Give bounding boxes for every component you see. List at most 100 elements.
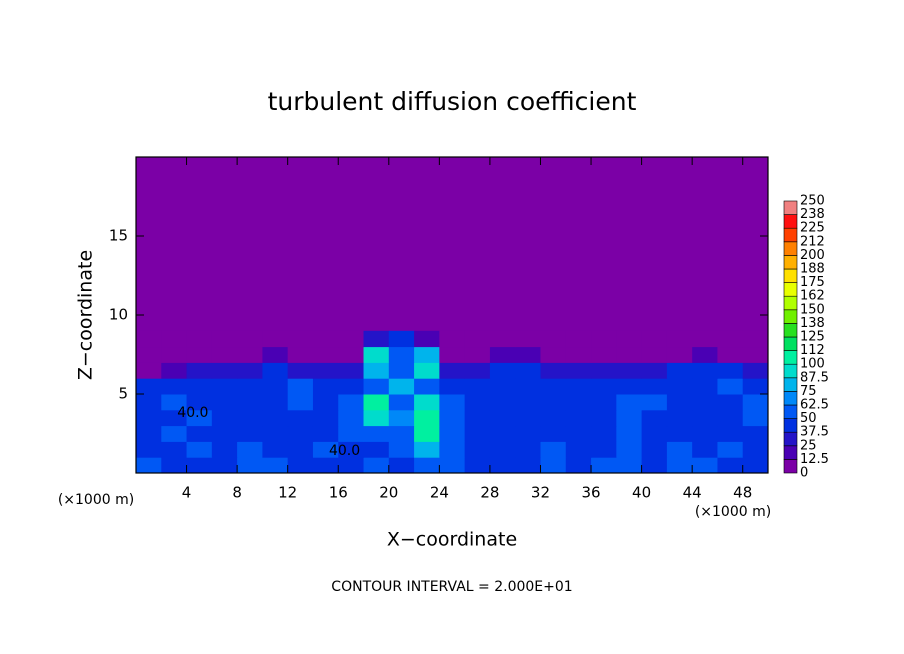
heat-cell bbox=[363, 409, 390, 427]
heat-cell bbox=[464, 394, 491, 411]
heat-cell bbox=[237, 457, 263, 474]
heat-cell bbox=[565, 457, 592, 474]
y-tick-label: 10 bbox=[109, 306, 128, 324]
colorbar-label: 238 bbox=[800, 207, 825, 222]
colorbar-label: 112 bbox=[800, 343, 825, 358]
heat-cell bbox=[717, 409, 744, 427]
heat-cell bbox=[211, 330, 238, 348]
heat-cell bbox=[287, 394, 314, 411]
heat-cell bbox=[616, 409, 643, 427]
heat-cell bbox=[692, 330, 718, 348]
heat-cell bbox=[515, 346, 541, 363]
heat-cell bbox=[186, 425, 213, 442]
x-tick-label: 24 bbox=[430, 484, 449, 502]
colorbar-swatch bbox=[783, 459, 798, 474]
heat-cell bbox=[515, 394, 541, 411]
heat-cell bbox=[338, 362, 365, 379]
colorbar-label: 62.5 bbox=[800, 398, 829, 413]
heat-cell bbox=[161, 425, 188, 442]
colorbar-label: 212 bbox=[800, 234, 825, 249]
colorbar-swatch bbox=[783, 255, 798, 270]
heat-cell bbox=[287, 330, 314, 348]
heat-cell bbox=[363, 362, 390, 379]
colorbar: 012.52537.55062.57587.510011212513815016… bbox=[783, 194, 829, 481]
heat-cell bbox=[161, 362, 188, 379]
heat-cell bbox=[211, 362, 238, 379]
heat-cell bbox=[211, 394, 238, 411]
heat-cell bbox=[540, 362, 567, 379]
heat-cell bbox=[717, 378, 744, 395]
colorbar-swatch bbox=[783, 445, 798, 460]
x-tick-label: 36 bbox=[581, 484, 600, 502]
heat-cell bbox=[666, 409, 693, 427]
x-tick-label: 20 bbox=[379, 484, 398, 502]
heat-cell bbox=[616, 378, 643, 395]
heat-cell bbox=[489, 457, 516, 474]
colorbar-swatch bbox=[783, 363, 798, 379]
heat-cell bbox=[312, 425, 339, 442]
heat-cell bbox=[363, 441, 390, 458]
heat-cell bbox=[262, 425, 289, 442]
heat-cell bbox=[161, 330, 188, 348]
heat-cell bbox=[540, 425, 567, 442]
heat-cell bbox=[591, 394, 617, 411]
heat-cell bbox=[287, 362, 314, 379]
colorbar-label: 138 bbox=[800, 316, 825, 331]
heat-cell bbox=[742, 441, 769, 458]
heat-cell bbox=[641, 330, 668, 348]
heat-cell bbox=[211, 409, 238, 427]
heat-cell bbox=[136, 330, 162, 348]
heat-cell bbox=[489, 330, 516, 348]
heat-cell bbox=[211, 378, 238, 395]
heat-cell bbox=[211, 425, 238, 442]
heat-cell bbox=[414, 346, 440, 363]
heat-cell bbox=[464, 378, 491, 395]
heat-cell bbox=[262, 346, 289, 363]
colorbar-label: 188 bbox=[800, 262, 825, 277]
colorbar-label: 87.5 bbox=[800, 370, 829, 385]
heat-cell bbox=[489, 441, 516, 458]
heat-cell bbox=[692, 409, 718, 427]
contour-interval: CONTOUR INTERVAL = 2.000E+01 bbox=[331, 579, 572, 595]
heat-cell bbox=[388, 330, 415, 348]
heat-cell bbox=[666, 425, 693, 442]
heat-cell bbox=[666, 330, 693, 348]
heat-cell bbox=[136, 346, 162, 363]
heat-cell bbox=[692, 394, 718, 411]
heat-cell bbox=[388, 378, 415, 395]
heat-cell bbox=[439, 425, 466, 442]
x-tick-label: 48 bbox=[733, 484, 752, 502]
heat-cell bbox=[489, 394, 516, 411]
heat-cell bbox=[591, 441, 617, 458]
heat-cell bbox=[742, 330, 769, 348]
x-tick-label: 8 bbox=[232, 484, 242, 502]
heat-cell bbox=[338, 457, 365, 474]
colorbar-label: 225 bbox=[800, 221, 825, 236]
heat-cell bbox=[287, 457, 314, 474]
heat-cell bbox=[641, 441, 668, 458]
chart-title: turbulent diffusion coefficient bbox=[268, 87, 637, 116]
heat-cell bbox=[186, 362, 213, 379]
heat-cell bbox=[237, 378, 263, 395]
heat-cell bbox=[489, 409, 516, 427]
x-tick-label: 28 bbox=[480, 484, 499, 502]
heat-cell bbox=[136, 362, 162, 379]
colorbar-swatch bbox=[783, 309, 798, 324]
heat-cell bbox=[136, 394, 162, 411]
heat-cell bbox=[742, 457, 769, 474]
heat-cell bbox=[692, 457, 718, 474]
x-axis-label: X−coordinate bbox=[387, 529, 517, 551]
heat-cell bbox=[161, 441, 188, 458]
heat-cell bbox=[262, 394, 289, 411]
heat-cell bbox=[717, 394, 744, 411]
heat-cell bbox=[186, 441, 213, 458]
heat-cell bbox=[161, 346, 188, 363]
heat-cell bbox=[489, 346, 516, 363]
heat-cell bbox=[565, 330, 592, 348]
heat-cell bbox=[136, 441, 162, 458]
heat-cell bbox=[464, 362, 491, 379]
heat-cell bbox=[414, 362, 440, 379]
heat-cell bbox=[338, 330, 365, 348]
heat-cell bbox=[363, 346, 390, 363]
heat-cell bbox=[414, 409, 440, 427]
